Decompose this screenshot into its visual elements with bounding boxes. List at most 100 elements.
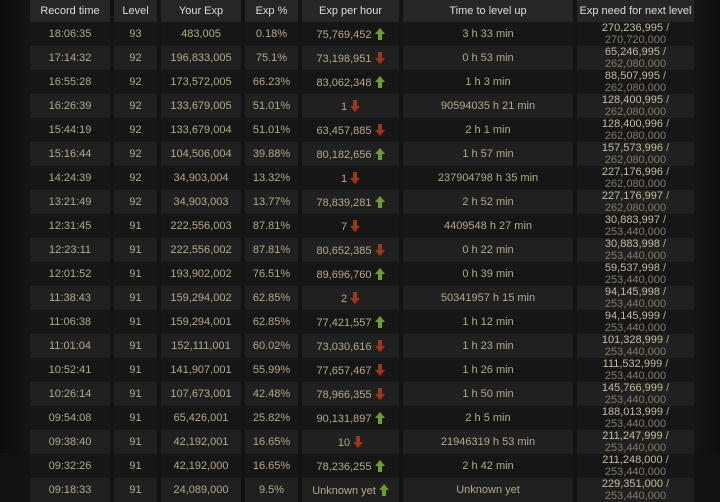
exp-need: 270,236,995 (601, 22, 664, 34)
record-time: 18:06:35 (30, 22, 110, 46)
your-exp: 133,679,004 (161, 118, 241, 142)
exp-per-hour: 73,198,951 (316, 52, 372, 65)
your-exp: 196,833,005 (161, 46, 241, 70)
record-time: 16:26:39 (30, 94, 110, 118)
exp-need-cell: 157,573,996 / 262,080,000 (577, 142, 694, 166)
exp-total: 253,440,000 (604, 226, 667, 238)
exp-need-cell: 94,145,999 / 253,440,000 (577, 310, 694, 334)
exp-total: 253,440,000 (604, 418, 667, 430)
exp-total: 253,440,000 (604, 370, 667, 382)
time-to-level-up: 3 h 33 min (403, 22, 573, 46)
exp-total: 253,440,000 (604, 442, 667, 454)
exp-history-table: Record time Level Your Exp Exp % Exp per… (26, 0, 698, 502)
level: 91 (114, 214, 157, 238)
table-row: 15:16:44 92 104,506,004 39.88% 80,182,656 1 h… (30, 142, 694, 166)
table-row: 10:26:14 91 107,673,001 42.48% 78,966,355 1 h… (30, 382, 694, 406)
exp-per-hour: 73,030,616 (316, 340, 372, 353)
level: 91 (114, 478, 157, 502)
level: 91 (114, 430, 157, 454)
exp-percent: 87.81% (245, 214, 298, 238)
exp-total: 253,440,000 (604, 490, 667, 502)
exp-per-hour-cell: 73,198,951 (302, 46, 399, 70)
table-row: 12:31:45 91 222,556,003 87.81% 7 4409548 h 27… (30, 214, 694, 238)
exp-percent: 55.99% (245, 358, 298, 382)
exp-need: 229,351,000 (601, 478, 664, 490)
exp-percent: 66.23% (245, 70, 298, 94)
table-row: 09:18:33 91 24,089,000 9.5% Unknown yet Unkno… (30, 478, 694, 502)
record-time: 15:16:44 (30, 142, 110, 166)
exp-need-cell: 88,507,995 / 262,080,000 (577, 70, 694, 94)
exp-need: 145,766,999 (601, 382, 664, 394)
exp-need-cell: 227,176,997 / 262,080,000 (577, 190, 694, 214)
exp-total: 253,440,000 (604, 298, 667, 310)
record-time: 11:01:04 (30, 334, 110, 358)
exp-per-hour-cell: 78,839,281 (302, 190, 399, 214)
exp-per-hour-cell: 1 (302, 166, 399, 190)
your-exp: 159,294,002 (161, 286, 241, 310)
exp-need: 88,507,995 (604, 70, 660, 82)
exp-need-cell: 211,247,999 / 253,440,000 (577, 430, 694, 454)
time-to-level-up: 1 h 23 min (403, 334, 573, 358)
record-time: 15:44:19 (30, 118, 110, 142)
table-row: 09:54:08 91 65,426,001 25.82% 90,131,897 2 h … (30, 406, 694, 430)
arrow-down-icon (374, 243, 385, 256)
level: 91 (114, 238, 157, 262)
your-exp: 222,556,002 (161, 238, 241, 262)
table-row: 15:44:19 92 133,679,004 51.01% 63,457,885 2 h… (30, 118, 694, 142)
level: 91 (114, 358, 157, 382)
level: 91 (114, 406, 157, 430)
exp-total: 253,440,000 (604, 466, 667, 478)
arrow-down-icon (350, 291, 361, 304)
exp-percent: 87.81% (245, 238, 298, 262)
exp-per-hour: 1 (340, 172, 348, 185)
your-exp: 107,673,001 (161, 382, 241, 406)
your-exp: 42,192,001 (161, 430, 241, 454)
table-row: 12:23:11 91 222,556,002 87.81% 80,652,385 0 h… (30, 238, 694, 262)
time-to-level-up: 0 h 39 min (403, 262, 573, 286)
exp-need: 30,883,997 (604, 214, 660, 226)
exp-per-hour: 78,966,355 (316, 388, 372, 401)
exp-need: 128,400,996 (601, 118, 664, 130)
exp-need: 59,537,998 (604, 262, 660, 274)
exp-percent: 75.1% (245, 46, 298, 70)
exp-per-hour: 75,769,452 (316, 28, 372, 41)
exp-total: 262,080,000 (604, 106, 667, 118)
exp-percent: 51.01% (245, 94, 298, 118)
exp-per-hour-cell: 75,769,452 (302, 22, 399, 46)
level: 91 (114, 454, 157, 478)
your-exp: 42,192,000 (161, 454, 241, 478)
your-exp: 34,903,003 (161, 190, 241, 214)
table-header: Record time Level Your Exp Exp % Exp per… (30, 0, 694, 22)
exp-percent: 62.85% (245, 286, 298, 310)
arrow-down-icon (350, 219, 361, 232)
level: 91 (114, 286, 157, 310)
arrow-up-icon (374, 195, 385, 208)
level: 93 (114, 22, 157, 46)
time-to-level-up: 2 h 1 min (403, 118, 573, 142)
arrow-down-icon (374, 363, 385, 376)
your-exp: 152,111,001 (161, 334, 241, 358)
table-row: 18:06:35 93 483,005 0.18% 75,769,452 3 h 33 m… (30, 22, 694, 46)
exp-need: 188,013,999 (601, 406, 664, 418)
time-to-level-up: 1 h 57 min (403, 142, 573, 166)
time-to-level-up: 90594035 h 21 min (403, 94, 573, 118)
exp-need-cell: 65,246,995 / 262,080,000 (577, 46, 694, 70)
exp-per-hour-cell: 1 (302, 94, 399, 118)
exp-per-hour: 90,131,897 (316, 412, 372, 425)
exp-percent: 25.82% (245, 406, 298, 430)
table-row: 11:01:04 91 152,111,001 60.02% 73,030,616 1 h… (30, 334, 694, 358)
arrow-down-icon (350, 99, 361, 112)
exp-need-cell: 128,400,996 / 262,080,000 (577, 118, 694, 142)
exp-percent: 76.51% (245, 262, 298, 286)
your-exp: 141,907,001 (161, 358, 241, 382)
exp-total: 253,440,000 (604, 346, 667, 358)
your-exp: 24,089,000 (161, 478, 241, 502)
exp-percent: 39.88% (245, 142, 298, 166)
level: 92 (114, 70, 157, 94)
level: 92 (114, 94, 157, 118)
record-time: 09:38:40 (30, 430, 110, 454)
exp-percent: 13.77% (245, 190, 298, 214)
table-row: 16:55:28 92 173,572,005 66.23% 83,062,348 1 h… (30, 70, 694, 94)
arrow-up-icon (374, 411, 385, 424)
time-to-level-up: 1 h 50 min (403, 382, 573, 406)
